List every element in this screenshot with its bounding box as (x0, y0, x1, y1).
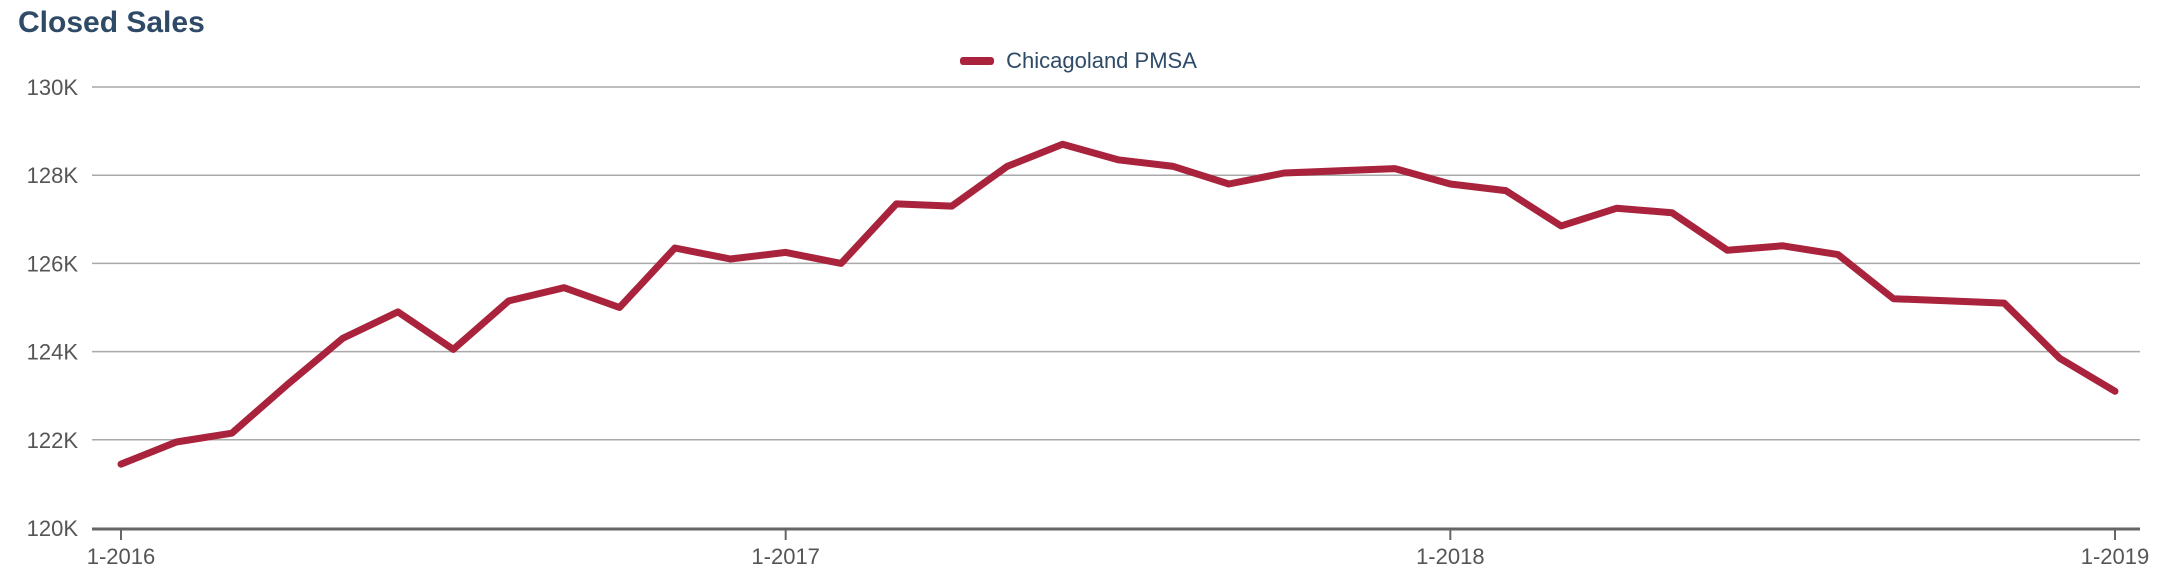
data-point[interactable] (1834, 251, 1842, 259)
series-layer (117, 140, 2119, 468)
data-point[interactable] (1668, 209, 1676, 217)
data-point[interactable] (117, 460, 125, 468)
y-tick-label: 124K (27, 340, 79, 365)
data-point[interactable] (1280, 169, 1288, 177)
y-tick-label: 130K (27, 75, 79, 100)
data-point[interactable] (782, 248, 790, 256)
data-point[interactable] (172, 438, 180, 446)
data-point[interactable] (2111, 387, 2119, 395)
y-tick-label: 126K (27, 251, 79, 276)
axis-layer: 120K 122K 124K 126K 128K 130K 1-2016 1-2017 1-20… (27, 75, 2150, 569)
data-point[interactable] (2000, 299, 2008, 307)
data-point[interactable] (1557, 222, 1565, 230)
data-point[interactable] (1779, 242, 1787, 250)
data-point[interactable] (616, 304, 624, 312)
data-point[interactable] (1225, 180, 1233, 188)
data-point[interactable] (560, 284, 568, 292)
grid-layer (92, 86, 2140, 441)
legend-item[interactable]: Chicagoland PMSA (960, 48, 1197, 74)
data-point[interactable] (1114, 156, 1122, 164)
data-point[interactable] (449, 345, 457, 353)
x-tick-label: 1-2016 (87, 544, 156, 569)
data-point[interactable] (948, 202, 956, 210)
data-point[interactable] (1613, 204, 1621, 212)
data-point[interactable] (1169, 162, 1177, 170)
chart-title: Closed Sales (18, 6, 205, 39)
series-line[interactable] (117, 140, 2119, 468)
x-tick-label: 1-2018 (1416, 544, 1485, 569)
data-point[interactable] (283, 381, 291, 389)
x-tick-label: 1-2019 (2081, 544, 2150, 569)
legend-label: Chicagoland PMSA (1006, 48, 1197, 73)
data-point[interactable] (1889, 295, 1897, 303)
data-point[interactable] (1446, 180, 1454, 188)
data-point[interactable] (339, 334, 347, 342)
y-tick-label: 128K (27, 163, 79, 188)
data-point[interactable] (1059, 140, 1067, 148)
data-point[interactable] (1336, 167, 1344, 175)
data-point[interactable] (1945, 297, 1953, 305)
y-tick-label: 122K (27, 428, 79, 453)
data-point[interactable] (1391, 165, 1399, 173)
data-point[interactable] (892, 200, 900, 208)
data-point[interactable] (671, 244, 679, 252)
data-point[interactable] (394, 308, 402, 316)
x-tick-label: 1-2017 (751, 544, 820, 569)
data-point[interactable] (726, 255, 734, 263)
data-point[interactable] (228, 429, 236, 437)
data-point[interactable] (1723, 246, 1731, 254)
data-point[interactable] (2056, 354, 2064, 362)
data-point[interactable] (1003, 162, 1011, 170)
legend: Chicagoland PMSA (0, 46, 2157, 76)
data-point[interactable] (505, 297, 513, 305)
data-point[interactable] (837, 259, 845, 267)
data-point[interactable] (1502, 187, 1510, 195)
y-tick-label: 120K (27, 516, 79, 541)
legend-swatch (960, 57, 995, 65)
